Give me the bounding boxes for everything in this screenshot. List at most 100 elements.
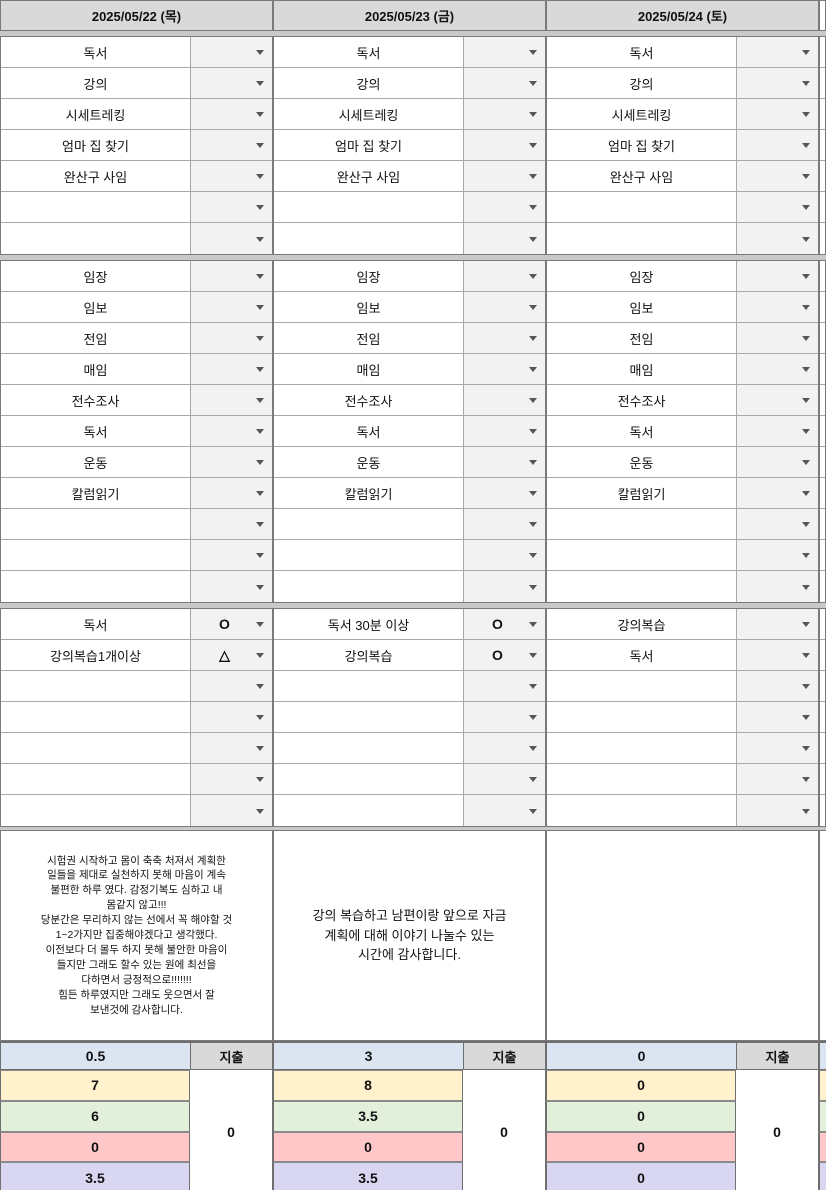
score-cell[interactable]: 3.5: [0, 1163, 190, 1190]
status-dropdown[interactable]: [464, 795, 545, 826]
status-dropdown[interactable]: [737, 261, 818, 291]
task-label-cell[interactable]: [820, 733, 826, 763]
task-label-cell[interactable]: [820, 671, 826, 701]
status-dropdown[interactable]: [737, 478, 818, 508]
score-cell[interactable]: 0: [546, 1132, 736, 1164]
task-label-cell[interactable]: 독서: [547, 640, 737, 670]
task-label-cell[interactable]: [820, 540, 826, 570]
task-label-cell[interactable]: 독서 30분 이상: [274, 609, 464, 639]
task-label-cell[interactable]: 강의: [1, 68, 191, 98]
score-cell[interactable]: [819, 1101, 826, 1133]
status-dropdown[interactable]: [737, 37, 818, 67]
task-label-cell[interactable]: [274, 571, 464, 602]
task-label-cell[interactable]: 독서: [1, 609, 191, 639]
task-label-cell[interactable]: 임보: [1, 292, 191, 322]
task-label-cell[interactable]: 전임: [547, 323, 737, 353]
task-label-cell[interactable]: 독서: [547, 37, 737, 67]
task-label-cell[interactable]: 강의복습: [547, 609, 737, 639]
status-dropdown[interactable]: [737, 571, 818, 602]
task-label-cell[interactable]: [1, 540, 191, 570]
task-label-cell[interactable]: [820, 68, 826, 98]
score-cell[interactable]: 7: [0, 1070, 190, 1102]
status-dropdown[interactable]: [737, 161, 818, 191]
task-label-cell[interactable]: 엄마 집 찾기: [1, 130, 191, 160]
status-dropdown[interactable]: [191, 130, 272, 160]
status-dropdown[interactable]: [464, 99, 545, 129]
status-dropdown[interactable]: [737, 447, 818, 477]
task-label-cell[interactable]: 전수조사: [1, 385, 191, 415]
task-label-cell[interactable]: 완산구 사임: [547, 161, 737, 191]
status-dropdown[interactable]: [464, 130, 545, 160]
score-cell[interactable]: 3: [274, 1043, 464, 1069]
status-dropdown[interactable]: [191, 764, 272, 794]
task-label-cell[interactable]: 칼럼읽기: [274, 478, 464, 508]
status-dropdown[interactable]: [737, 540, 818, 570]
score-cell[interactable]: 0: [546, 1070, 736, 1102]
status-dropdown[interactable]: [737, 609, 818, 639]
status-dropdown[interactable]: [737, 795, 818, 826]
task-label-cell[interactable]: 칼럼읽기: [1, 478, 191, 508]
task-label-cell[interactable]: 시세트레킹: [1, 99, 191, 129]
task-label-cell[interactable]: 전수조사: [274, 385, 464, 415]
status-dropdown[interactable]: [737, 385, 818, 415]
task-label-cell[interactable]: [547, 764, 737, 794]
task-label-cell[interactable]: 전임: [1, 323, 191, 353]
status-dropdown[interactable]: △: [191, 640, 272, 670]
task-label-cell[interactable]: 완산구 사임: [274, 161, 464, 191]
task-label-cell[interactable]: [274, 671, 464, 701]
status-dropdown[interactable]: [191, 795, 272, 826]
score-cell[interactable]: 3.5: [273, 1101, 463, 1133]
status-dropdown[interactable]: [191, 671, 272, 701]
task-label-cell[interactable]: 임보: [547, 292, 737, 322]
status-dropdown[interactable]: [737, 416, 818, 446]
task-label-cell[interactable]: 시세트레킹: [274, 99, 464, 129]
task-label-cell[interactable]: [547, 192, 737, 222]
score-cell[interactable]: 6: [0, 1101, 190, 1133]
task-label-cell[interactable]: [274, 192, 464, 222]
task-label-cell[interactable]: [1, 571, 191, 602]
task-label-cell[interactable]: 전수조사: [547, 385, 737, 415]
status-dropdown[interactable]: [464, 261, 545, 291]
score-cell[interactable]: 0: [273, 1132, 463, 1164]
status-dropdown[interactable]: [191, 509, 272, 539]
status-dropdown[interactable]: [464, 161, 545, 191]
task-label-cell[interactable]: 시세트레킹: [547, 99, 737, 129]
task-label-cell[interactable]: [820, 130, 826, 160]
score-cell[interactable]: 0.5: [1, 1043, 191, 1069]
status-dropdown[interactable]: [464, 354, 545, 384]
task-label-cell[interactable]: [1, 509, 191, 539]
status-dropdown[interactable]: [464, 764, 545, 794]
task-label-cell[interactable]: 임장: [274, 261, 464, 291]
status-dropdown[interactable]: [191, 68, 272, 98]
status-dropdown[interactable]: [737, 509, 818, 539]
score-cell[interactable]: 8: [273, 1070, 463, 1102]
task-label-cell[interactable]: [274, 702, 464, 732]
task-label-cell[interactable]: [820, 99, 826, 129]
status-dropdown[interactable]: [737, 292, 818, 322]
task-label-cell[interactable]: [547, 540, 737, 570]
status-dropdown[interactable]: [191, 223, 272, 254]
task-label-cell[interactable]: 엄마 집 찾기: [274, 130, 464, 160]
task-label-cell[interactable]: [820, 292, 826, 322]
task-label-cell[interactable]: [1, 702, 191, 732]
task-label-cell[interactable]: [547, 733, 737, 763]
status-dropdown[interactable]: [191, 354, 272, 384]
task-label-cell[interactable]: [820, 702, 826, 732]
task-label-cell[interactable]: 전임: [274, 323, 464, 353]
status-dropdown[interactable]: [191, 323, 272, 353]
task-label-cell[interactable]: 강의: [274, 68, 464, 98]
status-dropdown[interactable]: [191, 733, 272, 763]
status-dropdown[interactable]: [464, 671, 545, 701]
task-label-cell[interactable]: [820, 223, 826, 254]
task-label-cell[interactable]: [547, 509, 737, 539]
task-label-cell[interactable]: [547, 702, 737, 732]
task-label-cell[interactable]: [820, 478, 826, 508]
task-label-cell[interactable]: [820, 354, 826, 384]
task-label-cell[interactable]: 강의: [547, 68, 737, 98]
status-dropdown[interactable]: [191, 540, 272, 570]
score-cell[interactable]: [819, 1070, 826, 1102]
task-label-cell[interactable]: [1, 192, 191, 222]
status-dropdown[interactable]: [464, 223, 545, 254]
daily-note-cell[interactable]: [546, 830, 819, 1041]
task-label-cell[interactable]: [1, 733, 191, 763]
